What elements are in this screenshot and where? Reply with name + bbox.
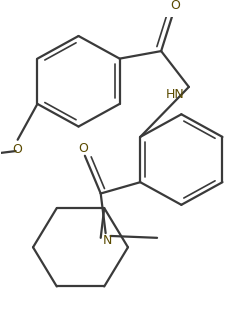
Text: HN: HN <box>166 88 184 101</box>
Text: O: O <box>170 0 180 12</box>
Text: O: O <box>78 142 88 155</box>
Text: N: N <box>103 234 112 247</box>
Text: O: O <box>13 143 23 156</box>
